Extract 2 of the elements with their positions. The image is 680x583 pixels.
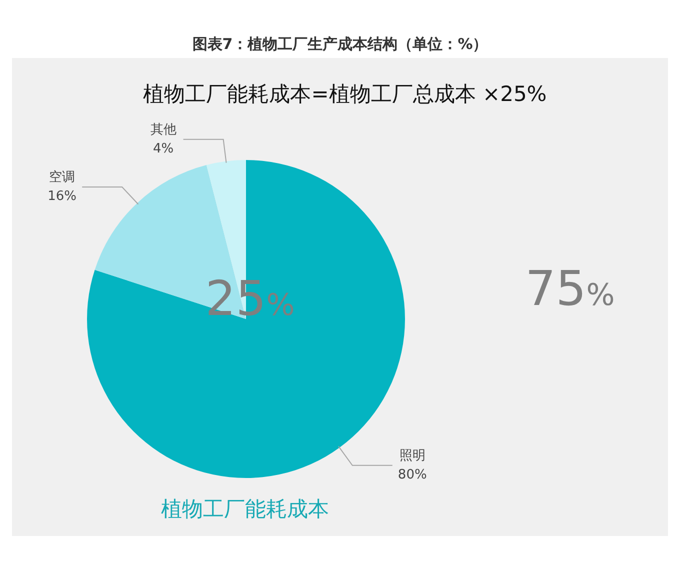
subtitle: 植物工厂能耗成本=植物工厂总成本 ×25% <box>143 82 547 106</box>
title: 图表7：植物工厂生产成本结构（单位：%） <box>192 35 488 53</box>
